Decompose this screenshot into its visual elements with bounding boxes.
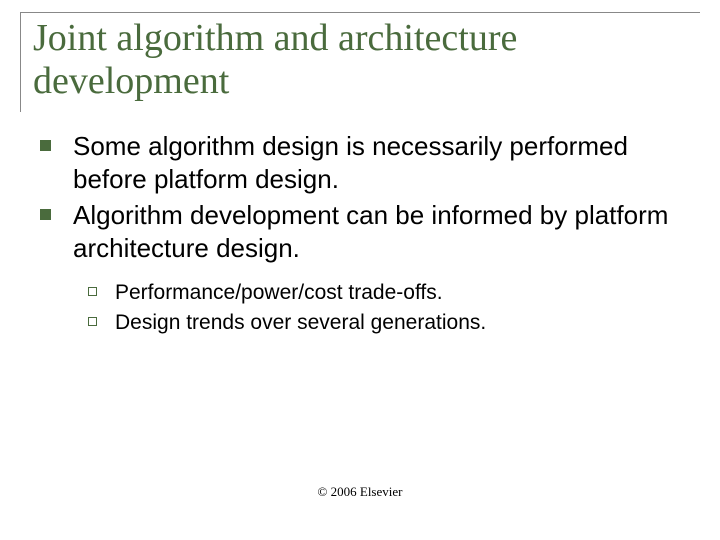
copyright-footer: © 2006 Elsevier [0,484,720,500]
sub-list: Performance/power/cost trade-offs. Desig… [40,279,670,337]
title-rule-box: Joint algorithm and architecture develop… [20,12,700,112]
sub-bullet-text: Design trends over several generations. [115,309,486,336]
list-item: Some algorithm design is necessarily per… [40,130,670,197]
square-bullet-icon [40,140,51,151]
sub-list-item: Performance/power/cost trade-offs. [88,279,670,306]
sub-list-item: Design trends over several generations. [88,309,670,336]
bullet-text: Some algorithm design is necessarily per… [73,130,670,197]
list-item: Algorithm development can be informed by… [40,199,670,266]
slide-title: Joint algorithm and architecture develop… [33,17,700,102]
bullet-text: Algorithm development can be informed by… [73,199,670,266]
slide-body: Some algorithm design is necessarily per… [20,130,700,337]
square-bullet-icon [40,209,51,220]
sub-bullet-text: Performance/power/cost trade-offs. [115,279,443,306]
hollow-square-bullet-icon [88,317,97,326]
slide: Joint algorithm and architecture develop… [0,0,720,540]
hollow-square-bullet-icon [88,287,97,296]
